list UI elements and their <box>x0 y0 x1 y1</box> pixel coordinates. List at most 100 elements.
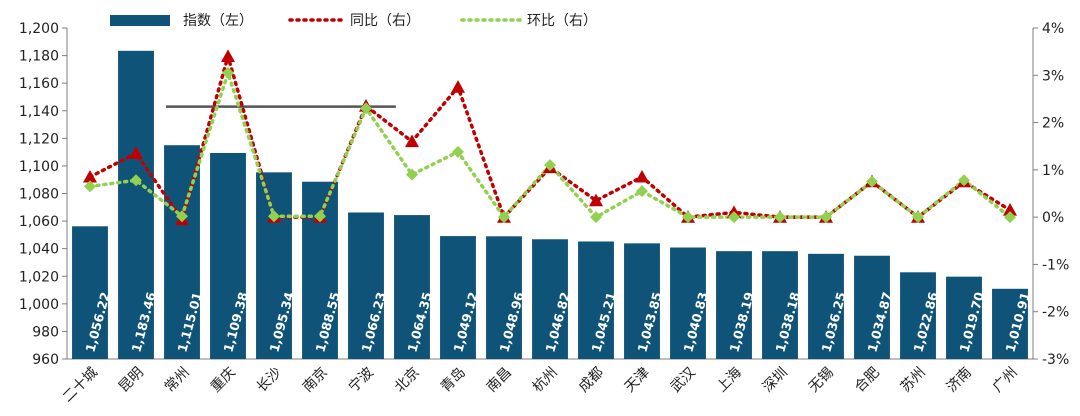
x-tick-label: 重庆 <box>208 365 239 396</box>
y-right-tick-label: -2% <box>1042 305 1069 321</box>
lines <box>83 49 1017 226</box>
bar <box>256 172 292 359</box>
y-right-tick-label: 4% <box>1042 21 1064 37</box>
bar <box>670 247 706 359</box>
mom-point <box>1004 211 1016 224</box>
mom-point <box>774 211 786 224</box>
y-left-tick-label: 1,180 <box>19 49 59 65</box>
bar <box>348 212 384 359</box>
x-tick-label: 成都 <box>576 365 607 396</box>
legend: 指数（左） 同比（右） 环比（右） <box>110 13 597 29</box>
y-left-tick-label: 1,060 <box>19 214 59 230</box>
bar <box>486 236 522 359</box>
y-left-tick-label: 1,040 <box>19 242 59 258</box>
y-right-tick-label: 2% <box>1042 116 1064 132</box>
y-left-tick-label: 980 <box>32 324 59 340</box>
bars <box>72 50 1028 360</box>
legend-label-mom: 环比（右） <box>527 13 597 29</box>
y-left-tick-label: 1,200 <box>19 21 59 37</box>
mom-point <box>498 211 510 224</box>
bar <box>72 226 108 359</box>
mom-point <box>268 210 280 223</box>
yoy-point <box>221 49 235 62</box>
mom-point <box>590 211 602 224</box>
mom-point <box>682 211 694 224</box>
y-left-tick-label: 1,160 <box>19 76 59 92</box>
y-right-tick-label: 1% <box>1042 163 1064 179</box>
mom-point <box>544 159 556 172</box>
x-tick-label: 昆明 <box>116 365 147 396</box>
mom-point <box>314 210 326 223</box>
mom-point <box>222 66 234 79</box>
yoy-point <box>1003 203 1017 216</box>
yoy-point <box>129 146 143 159</box>
x-tick-label: 二十城 <box>60 365 101 406</box>
mom-point <box>866 175 878 188</box>
bar <box>900 272 936 359</box>
mom-point <box>452 145 464 158</box>
yoy-point <box>635 169 649 183</box>
x-tick-label: 深圳 <box>760 365 791 396</box>
x-tick-label: 宁波 <box>345 364 377 396</box>
bar <box>624 243 660 359</box>
bar <box>946 276 982 359</box>
x-tick-label: 南京 <box>300 365 331 396</box>
bar <box>394 215 430 359</box>
x-tick-label: 青岛 <box>438 365 469 396</box>
axes: 960 980 1,000 1,020 1,040 1,060 1,080 1,100 1,12… <box>19 21 1069 406</box>
bar <box>578 241 614 359</box>
x-tick-label: 无锡 <box>806 365 837 396</box>
yoy-point <box>83 169 97 183</box>
x-tick-label: 武汉 <box>668 365 699 396</box>
yoy-point <box>589 193 603 207</box>
y-left-tick-label: 1,120 <box>19 131 59 147</box>
yoy-point <box>405 134 419 148</box>
yoy-point <box>451 80 465 93</box>
x-tick-label: 杭州 <box>530 365 561 396</box>
y-right-tick-label: 0% <box>1042 210 1064 226</box>
y-left-tick-label: 1,140 <box>19 104 59 120</box>
mom-point <box>820 211 832 224</box>
x-tick-label: 常州 <box>162 365 193 396</box>
legend-label-yoy: 同比（右） <box>350 13 420 29</box>
bar <box>532 239 568 359</box>
mom-point <box>360 102 372 115</box>
y-right-tick-label: 3% <box>1042 68 1064 84</box>
x-tick-label: 上海 <box>714 365 745 396</box>
bar <box>992 288 1028 359</box>
x-tick-label: 南昌 <box>484 365 515 396</box>
bar <box>716 251 752 359</box>
bar <box>440 236 476 359</box>
mom-point <box>958 174 970 187</box>
y-right-tick-label: -3% <box>1042 352 1069 368</box>
mom-point <box>84 180 96 193</box>
x-tick-label: 苏州 <box>898 365 929 396</box>
y-left-tick-label: 960 <box>32 352 59 368</box>
x-tick-label: 北京 <box>392 365 423 396</box>
x-tick-label: 济南 <box>944 365 975 396</box>
mom-point <box>176 210 188 223</box>
legend-swatch-index <box>110 15 170 26</box>
yoy-line <box>88 49 1012 224</box>
bar <box>118 50 154 360</box>
mom-point <box>406 168 418 181</box>
y-left-tick-label: 1,020 <box>19 269 59 285</box>
legend-label-index: 指数（左） <box>183 13 253 29</box>
mom-point <box>912 211 924 224</box>
bar <box>808 253 844 359</box>
x-tick-label: 天津 <box>622 365 653 396</box>
mom-point <box>130 174 142 187</box>
y-left-tick-label: 1,000 <box>19 297 59 313</box>
bar <box>854 255 890 359</box>
y-right-tick-label: -1% <box>1042 257 1069 273</box>
y-left-tick-label: 1,100 <box>19 159 59 175</box>
mom-point <box>636 185 648 198</box>
bar <box>210 152 246 359</box>
x-tick-label: 广州 <box>990 365 1021 396</box>
x-tick-label: 合肥 <box>852 365 883 396</box>
x-tick-label: 长沙 <box>254 365 285 396</box>
bar <box>762 251 798 359</box>
y-left-tick-label: 1,080 <box>19 187 59 203</box>
